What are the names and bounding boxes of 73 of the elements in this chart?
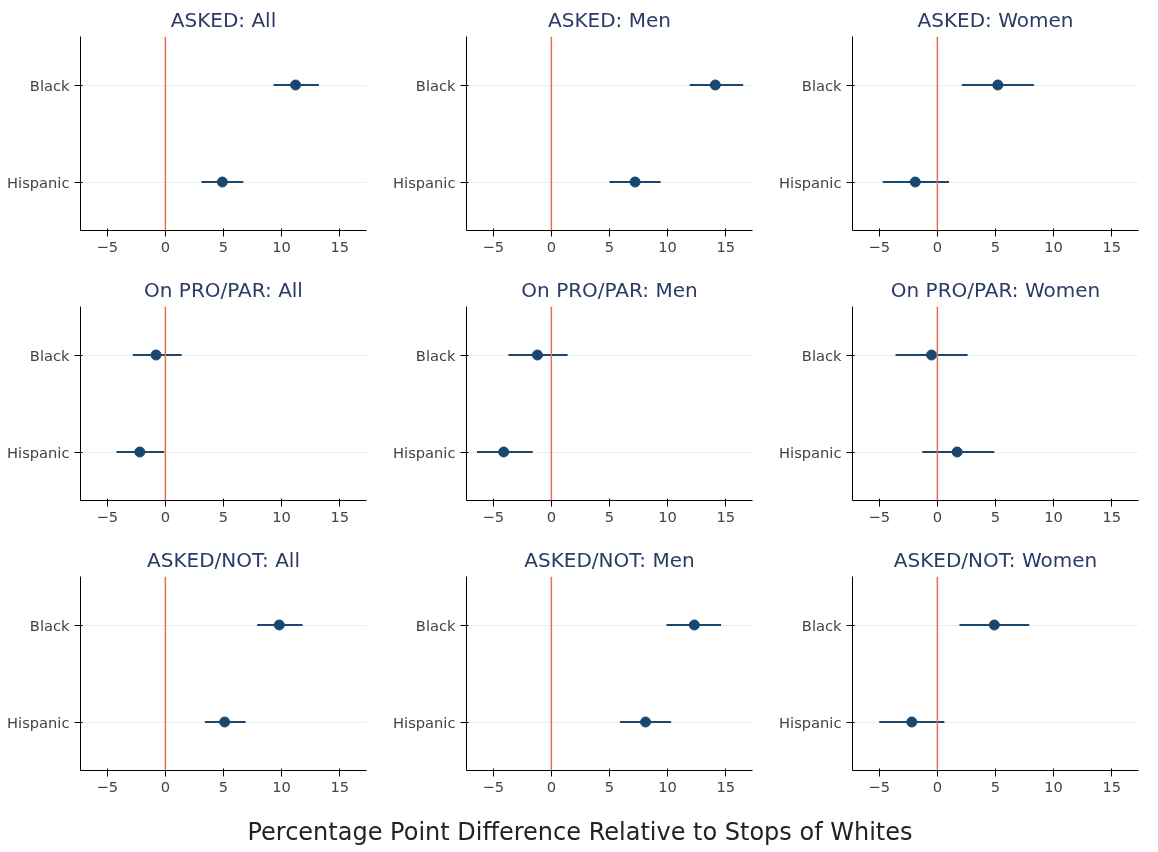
x-tick-label: 15 <box>330 237 350 255</box>
x-tick-label: 5 <box>604 777 615 795</box>
y-tick-label: Hispanic <box>393 443 456 461</box>
x-tick-label: 0 <box>932 237 943 255</box>
x-tick-label: 15 <box>1102 777 1122 795</box>
x-tick-label: 10 <box>272 237 291 255</box>
x-tick-label: 5 <box>604 507 615 525</box>
x-tick-label: 10 <box>272 777 291 795</box>
x-tick-label: −5 <box>482 237 505 255</box>
chart-title: On PRO/PAR: Men <box>521 277 698 302</box>
y-tick-label: Black <box>415 346 457 364</box>
x-tick-label: 15 <box>330 777 350 795</box>
x-tick-label: 0 <box>546 237 557 255</box>
y-tick-label: Hispanic <box>7 173 70 191</box>
y-tick-label: Black <box>29 76 71 94</box>
x-tick-label: 0 <box>546 777 557 795</box>
x-tick-label: −5 <box>868 777 891 795</box>
y-tick-label: Hispanic <box>7 713 70 731</box>
x-tick-label: 0 <box>160 777 171 795</box>
x-tick-label: 0 <box>932 507 943 525</box>
y-tick-label: Black <box>415 76 457 94</box>
x-tick-label: 5 <box>218 777 229 795</box>
y-tick-label: Hispanic <box>393 713 456 731</box>
y-tick-label: Black <box>801 76 843 94</box>
x-tick-label: 5 <box>218 507 229 525</box>
y-tick-label: Black <box>29 346 71 364</box>
y-tick-label: Hispanic <box>7 443 70 461</box>
y-tick-label: Hispanic <box>393 173 456 191</box>
chart-title: ASKED/NOT: All <box>147 547 300 572</box>
x-tick-label: −5 <box>96 237 119 255</box>
y-tick-label: Black <box>29 616 71 634</box>
chart-title: ASKED/NOT: Women <box>893 547 1098 572</box>
x-tick-label: 10 <box>1044 237 1063 255</box>
x-tick-label: 0 <box>160 507 171 525</box>
x-axis-title: Percentage Point Difference Relative to Stops of Whites <box>247 817 913 848</box>
x-tick-label: 5 <box>990 507 1001 525</box>
chart-title: On PRO/PAR: All <box>144 277 303 302</box>
y-tick-label: Black <box>801 346 843 364</box>
chart-title: ASKED: Men <box>548 7 671 32</box>
x-tick-label: 0 <box>160 237 171 255</box>
chart-title: ASKED: Women <box>917 7 1074 32</box>
x-tick-label: 10 <box>1044 507 1063 525</box>
x-tick-label: 15 <box>330 507 350 525</box>
x-tick-label: 0 <box>546 507 557 525</box>
x-tick-label: −5 <box>482 507 505 525</box>
chart-title: ASKED: All <box>170 7 277 32</box>
x-tick-label: 5 <box>218 237 229 255</box>
x-tick-label: 15 <box>1102 507 1122 525</box>
y-tick-label: Hispanic <box>779 713 842 731</box>
x-tick-label: −5 <box>96 507 119 525</box>
x-tick-label: 5 <box>990 237 1001 255</box>
chart-title: On PRO/PAR: Women <box>890 277 1101 302</box>
y-tick-label: Hispanic <box>779 443 842 461</box>
x-tick-label: 15 <box>716 777 736 795</box>
x-tick-label: 10 <box>658 507 677 525</box>
x-tick-label: 10 <box>658 237 677 255</box>
x-tick-label: −5 <box>96 777 119 795</box>
chart-title: ASKED/NOT: Men <box>524 547 695 572</box>
x-tick-label: 0 <box>932 777 943 795</box>
y-tick-label: Hispanic <box>779 173 842 191</box>
x-tick-label: 10 <box>272 507 291 525</box>
x-tick-label: 10 <box>1044 777 1063 795</box>
x-tick-label: 5 <box>990 777 1001 795</box>
x-tick-label: 15 <box>716 507 736 525</box>
x-tick-label: 5 <box>604 237 615 255</box>
x-tick-label: −5 <box>868 237 891 255</box>
x-tick-label: 15 <box>1102 237 1122 255</box>
y-tick-label: Black <box>415 616 457 634</box>
x-tick-label: 15 <box>716 237 736 255</box>
x-tick-label: −5 <box>482 777 505 795</box>
x-tick-label: −5 <box>868 507 891 525</box>
x-tick-label: 10 <box>658 777 677 795</box>
y-tick-label: Black <box>801 616 843 634</box>
